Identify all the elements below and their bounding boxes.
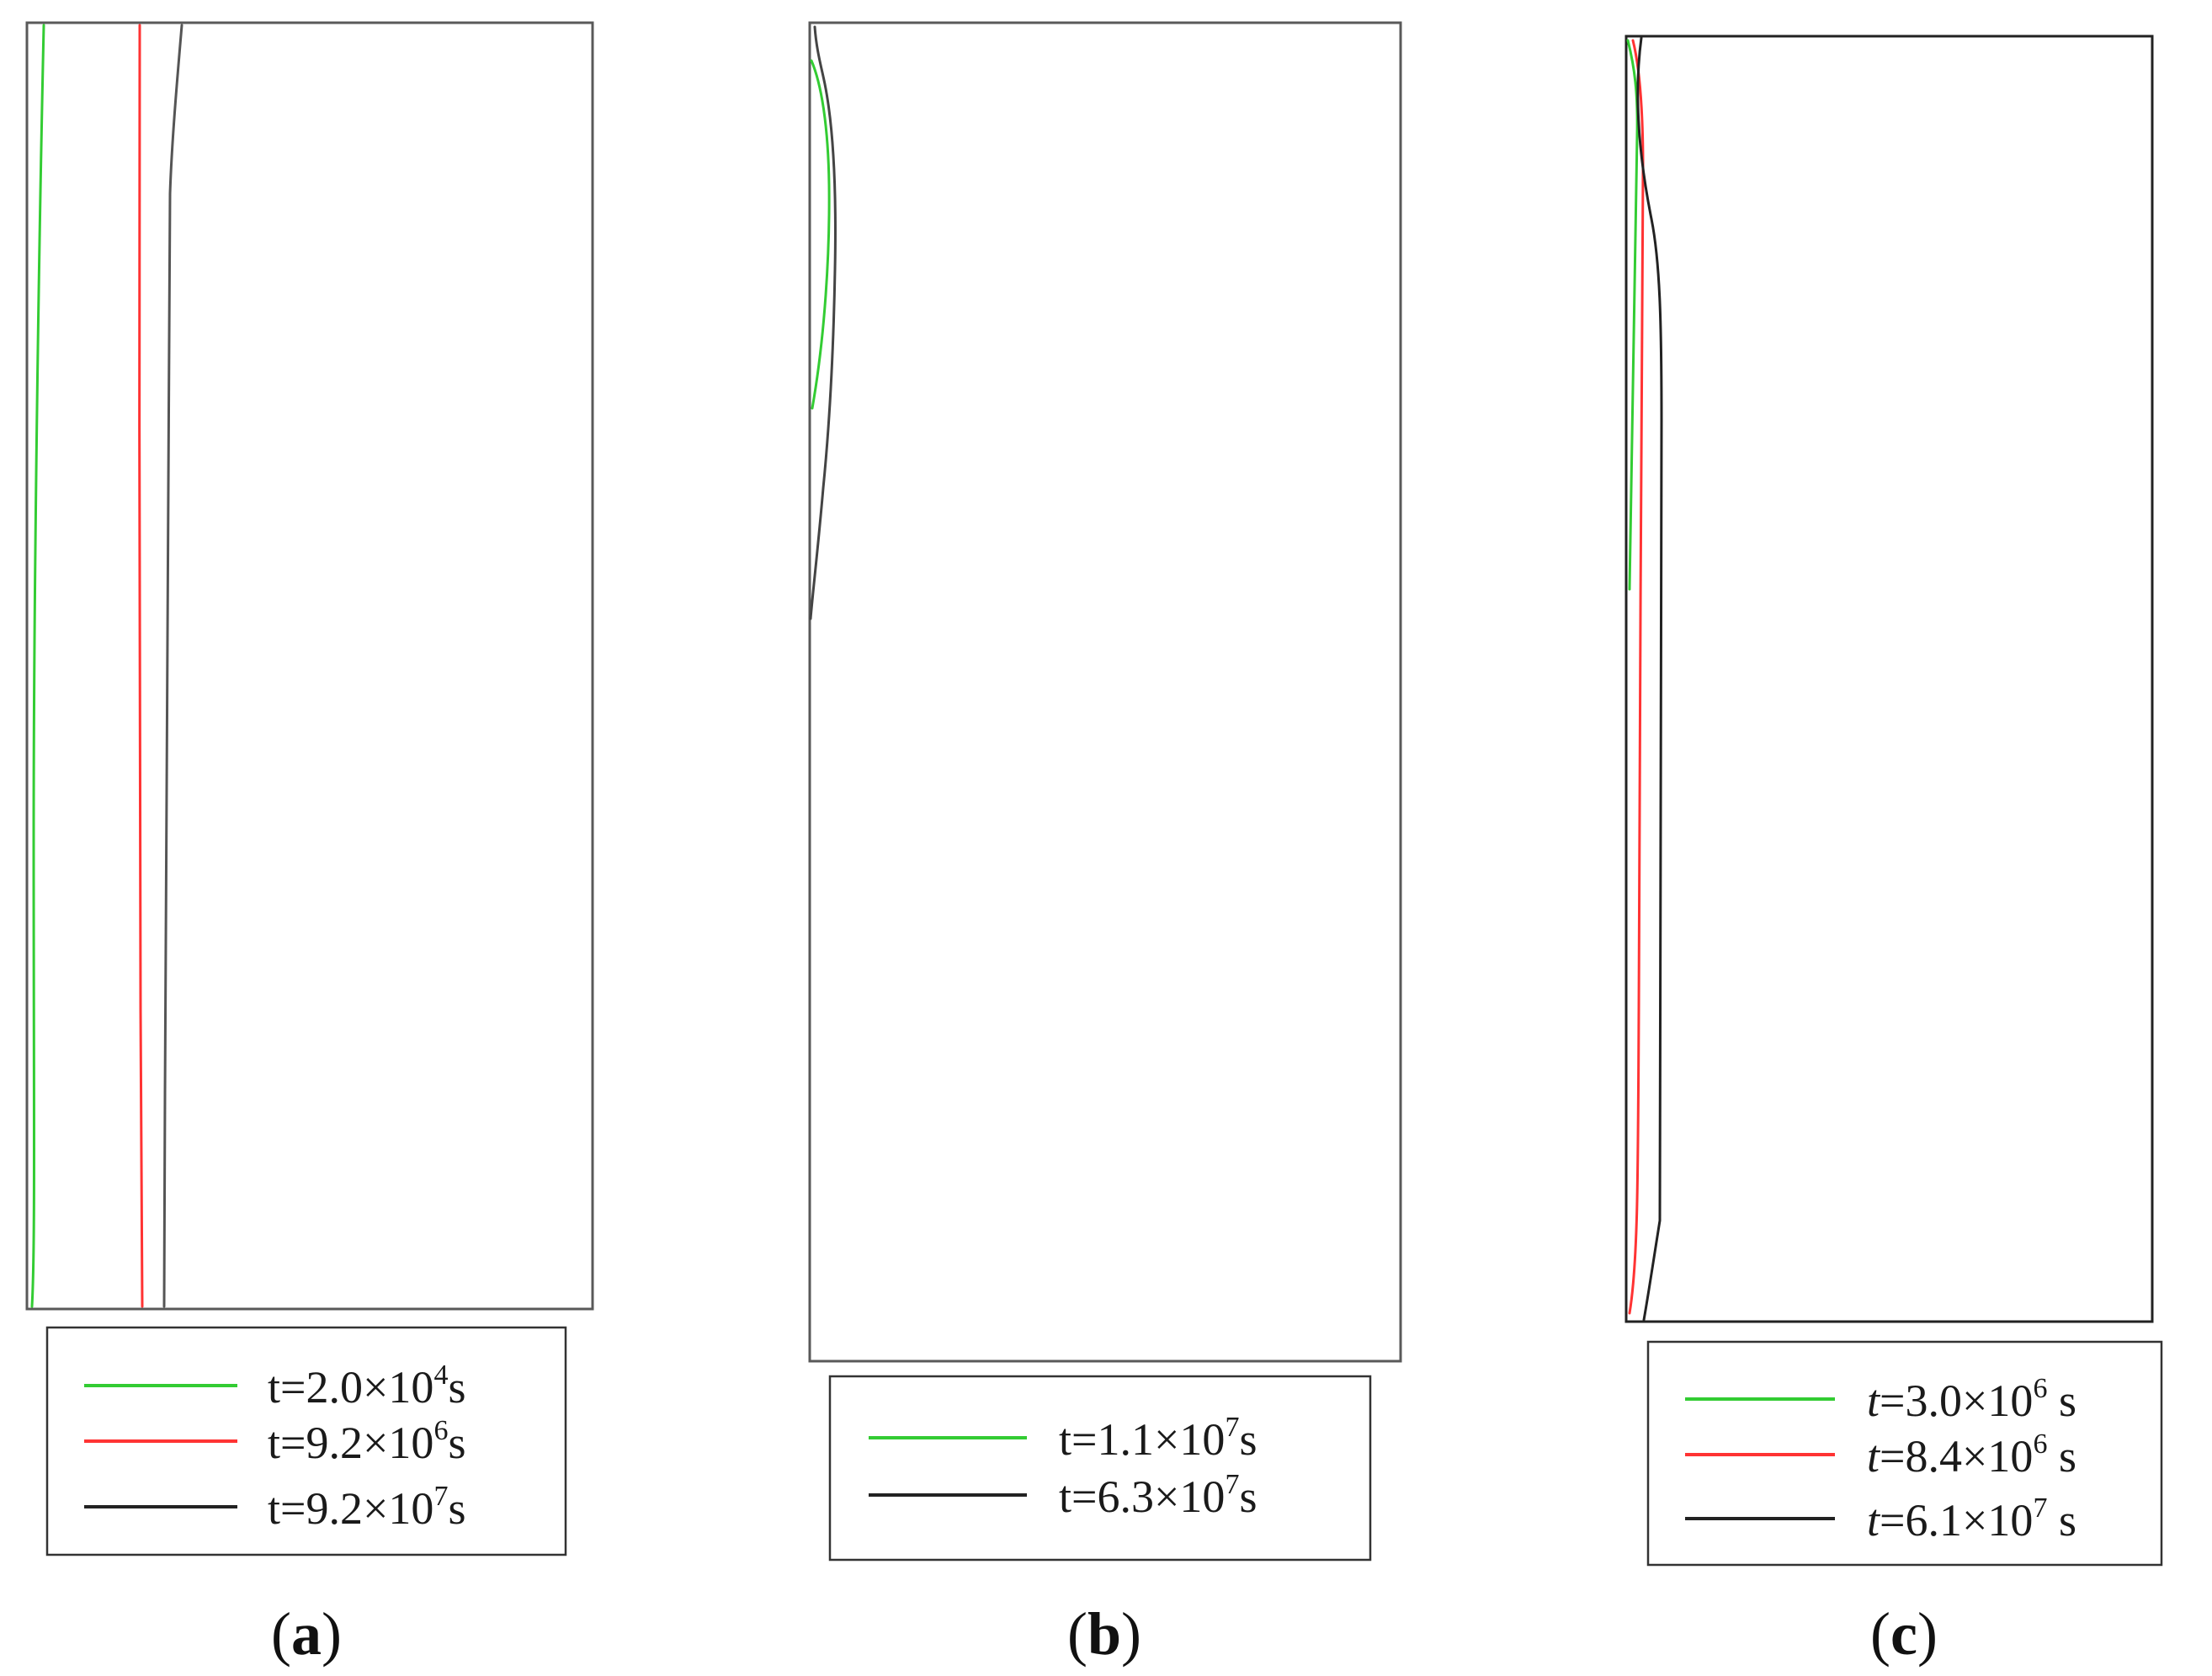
legend-label: t=2.0×104s bbox=[268, 1359, 465, 1413]
legend-label: t=9.2×106s bbox=[268, 1415, 465, 1468]
panel-a-curve-green bbox=[30, 24, 45, 1308]
panel-c-curve-red bbox=[1628, 39, 1645, 1315]
panel-b: t=1.1×107s t=6.3×107s (b) bbox=[808, 21, 1402, 1668]
panel-b-legend bbox=[828, 1375, 1372, 1562]
panel-c-caption: (c) bbox=[1870, 1600, 1938, 1668]
panel-b-legend-entry: t=6.3×107s bbox=[869, 1469, 1257, 1522]
panel-a-curve-red bbox=[138, 24, 144, 1308]
panel-b-curve-green bbox=[810, 59, 831, 410]
panel-a-domain bbox=[25, 21, 594, 1311]
legend-label: t=6.1×107 s bbox=[1867, 1492, 2076, 1546]
panel-a-curve-black bbox=[162, 24, 183, 1308]
panel-c-curve-black bbox=[1636, 36, 1663, 1322]
panel-a-legend-entry: t=9.2×106s bbox=[84, 1415, 465, 1468]
panel-b-domain bbox=[808, 21, 1402, 1363]
panel-c-legend-entry: t=6.1×107 s bbox=[1685, 1492, 2076, 1546]
panel-a-caption: (a) bbox=[271, 1600, 342, 1668]
panel-c-legend-entry: t=3.0×106 s bbox=[1685, 1373, 2076, 1426]
panel-c-curve-green bbox=[1626, 39, 1639, 591]
panel-b-legend-entry: t=1.1×107s bbox=[869, 1412, 1257, 1465]
legend-label: t=6.3×107s bbox=[1059, 1469, 1257, 1522]
legend-label: t=9.2×107s bbox=[268, 1481, 465, 1534]
panel-b-curve-black bbox=[809, 25, 837, 620]
legend-label: t=1.1×107s bbox=[1059, 1412, 1257, 1465]
panel-c-domain bbox=[1624, 35, 2154, 1323]
panel-c-legend-entry: t=8.4×106 s bbox=[1685, 1429, 2076, 1482]
panel-a: t=2.0×104s t=9.2×106s t=9.2×107s (a) bbox=[25, 21, 594, 1668]
legend-label: t=3.0×106 s bbox=[1867, 1373, 2076, 1426]
panel-a-legend-entry: t=9.2×107s bbox=[84, 1481, 465, 1534]
legend-label: t=8.4×106 s bbox=[1867, 1429, 2076, 1482]
panel-a-legend-entry: t=2.0×104s bbox=[84, 1359, 465, 1413]
panel-c: t=3.0×106 s t=8.4×106 s t=6.1×107 s (c) bbox=[1624, 35, 2163, 1668]
panel-b-caption: (b) bbox=[1067, 1600, 1141, 1668]
